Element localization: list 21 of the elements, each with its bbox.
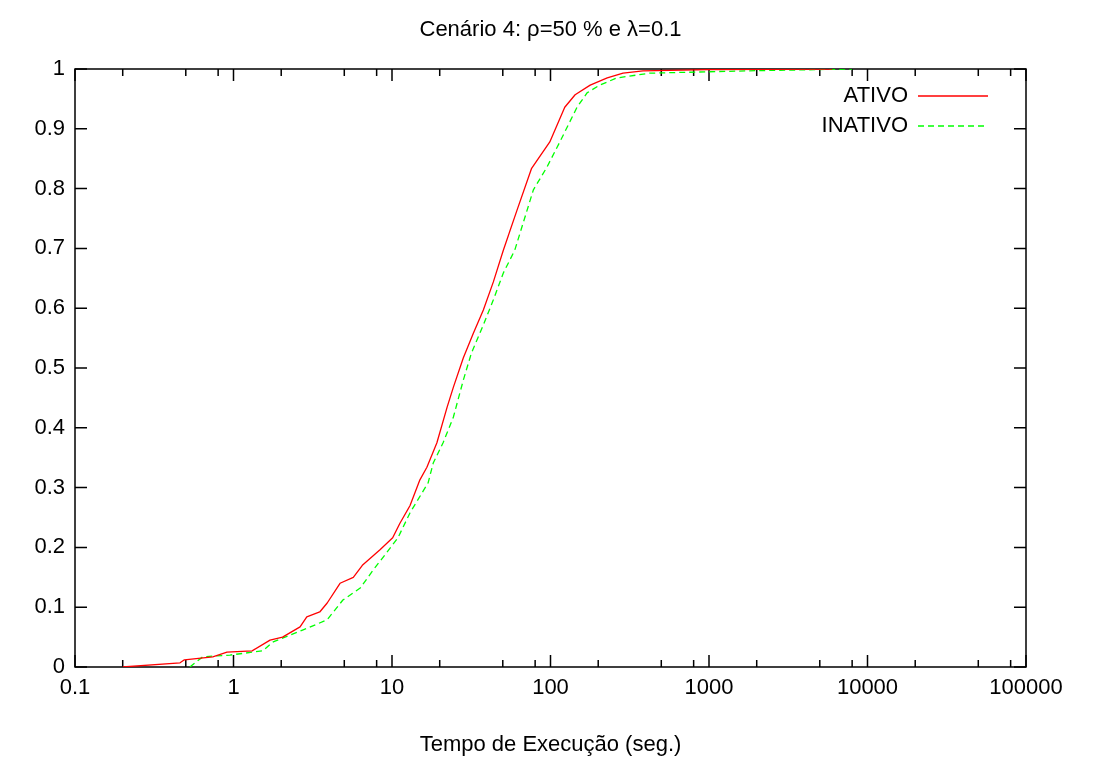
legend-label: ATIVO (843, 82, 908, 108)
y-tick-label: 0.9 (34, 114, 65, 140)
x-tick-label: 1000 (684, 674, 734, 700)
y-tick-label: 0.6 (34, 294, 65, 320)
y-tick-label: 0.2 (34, 533, 65, 559)
y-tick-label: 0.3 (34, 473, 65, 499)
chart-title: Cenário 4: ρ=50 % e λ=0.1 (419, 16, 682, 42)
x-axis-title: Tempo de Execução (seg.) (419, 731, 682, 757)
y-tick-label: 0.1 (34, 593, 65, 619)
x-tick-label: 100 (532, 674, 569, 700)
y-tick-label: 0.7 (34, 234, 65, 260)
x-tick-label: 100000 (989, 674, 1063, 700)
x-tick-label: 10000 (836, 674, 899, 700)
x-tick-label: 1 (227, 674, 240, 700)
x-tick-label: 10 (379, 674, 405, 700)
y-tick-label: 1 (52, 55, 65, 81)
legend-label: INATIVO (821, 112, 908, 138)
y-tick-label: 0 (52, 653, 65, 679)
y-tick-label: 0.5 (34, 354, 65, 380)
y-tick-label: 0.4 (34, 413, 65, 439)
y-tick-label: 0.8 (34, 174, 65, 200)
